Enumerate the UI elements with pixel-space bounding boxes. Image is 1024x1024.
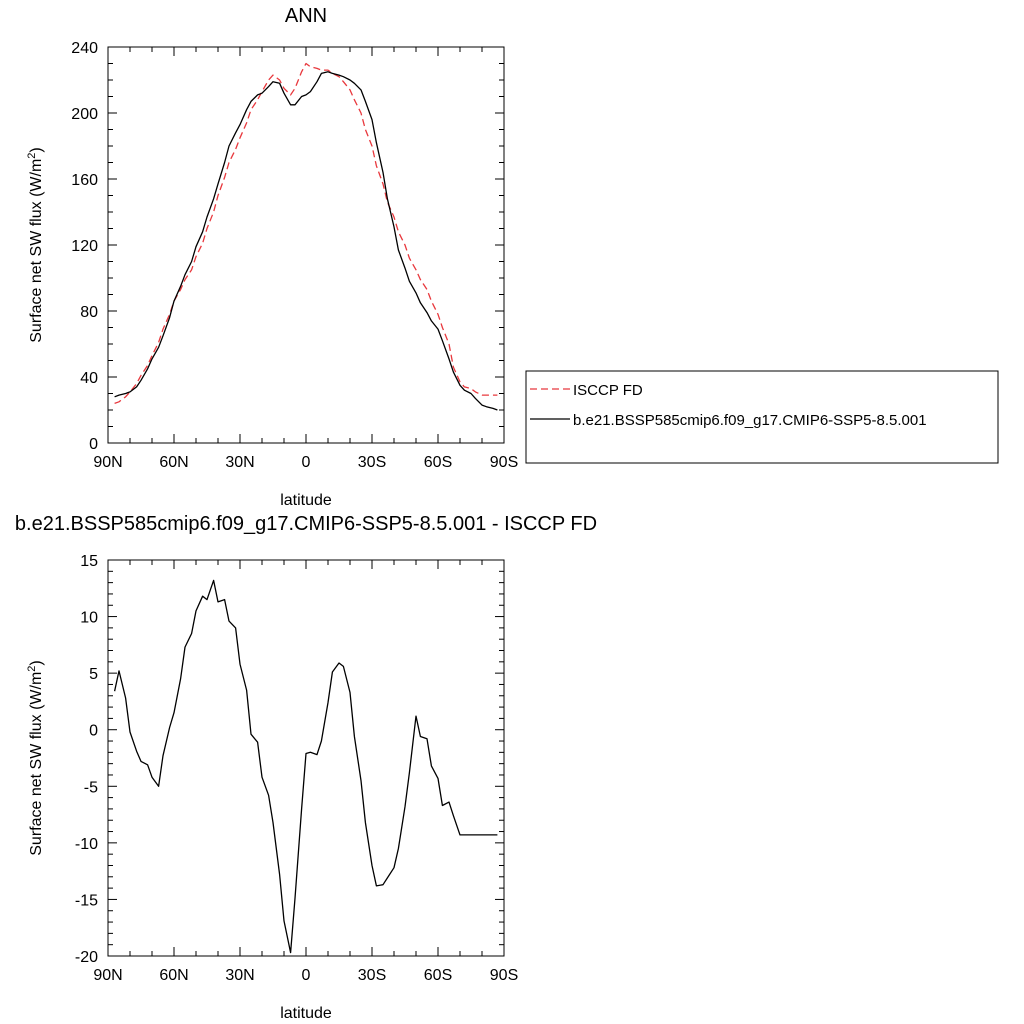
top-y-axis-label: Surface net SW flux (W/m2) bbox=[26, 147, 45, 343]
bottom-panel: b.e21.BSSP585cmip6.f09_g17.CMIP6-SSP5-8.… bbox=[15, 513, 597, 1022]
bottom-y-axis-label-sup: 2 bbox=[26, 666, 38, 672]
top-ytick-label: 80 bbox=[80, 304, 98, 321]
top-ytick-label: 40 bbox=[80, 370, 98, 387]
bottom-ytick-label: 10 bbox=[80, 610, 98, 627]
top-ytick-label: 240 bbox=[71, 40, 98, 57]
top-panel: ANN 90N 60N 30N 0 30S 60S 90S 0 40 80 120 160 200 24… bbox=[26, 5, 518, 509]
bottom-ytick-label: -5 bbox=[84, 779, 98, 796]
top-ytick-label: 160 bbox=[71, 172, 98, 189]
legend: ISCCP FD b.e21.BSSP585cmip6.f09_g17.CMIP… bbox=[525, 370, 999, 464]
top-xtick-label: 0 bbox=[302, 454, 311, 471]
top-series-line-1 bbox=[114, 71, 498, 411]
bottom-ytick-label: -10 bbox=[75, 836, 98, 853]
bottom-panel-title: b.e21.BSSP585cmip6.f09_g17.CMIP6-SSP5-8.… bbox=[15, 513, 597, 535]
top-xtick-label: 60N bbox=[159, 454, 188, 471]
legend-label-model: b.e21.BSSP585cmip6.f09_g17.CMIP6-SSP5-8.… bbox=[573, 412, 927, 429]
top-panel-title: ANN bbox=[285, 5, 327, 27]
bottom-series-layer bbox=[113, 579, 498, 954]
bottom-xtick-label: 30S bbox=[358, 967, 386, 984]
top-tick-marks bbox=[107, 46, 505, 444]
bottom-y-axis-label: Surface net SW flux (W/m2) bbox=[26, 660, 45, 856]
bottom-xtick-label: 30N bbox=[225, 967, 254, 984]
bottom-xtick-label: 90N bbox=[93, 967, 122, 984]
bottom-xtick-label: 60S bbox=[424, 967, 452, 984]
top-y-axis-label-sup: 2 bbox=[26, 153, 38, 159]
top-series-layer bbox=[114, 62, 498, 411]
top-plot-frame bbox=[107, 46, 505, 444]
bottom-ytick-label: 5 bbox=[89, 666, 98, 683]
top-xtick-label: 30S bbox=[358, 454, 386, 471]
bottom-tick-marks bbox=[107, 559, 505, 957]
top-x-axis-label: latitude bbox=[280, 492, 332, 509]
top-xtick-label: 60S bbox=[424, 454, 452, 471]
top-y-tick-labels: 0 40 80 120 160 200 240 bbox=[71, 40, 98, 453]
bottom-series-line-0 bbox=[113, 579, 498, 954]
top-xtick-label: 90N bbox=[93, 454, 122, 471]
top-y-axis-label-main: Surface net SW flux (W/m bbox=[28, 159, 45, 343]
top-ytick-label: 0 bbox=[89, 436, 98, 453]
top-y-axis-label-end: ) bbox=[28, 147, 45, 152]
bottom-y-axis-label-main: Surface net SW flux (W/m bbox=[28, 672, 45, 856]
bottom-ytick-label: -20 bbox=[75, 949, 98, 966]
top-xtick-label: 30N bbox=[225, 454, 254, 471]
bottom-x-axis-label: latitude bbox=[280, 1005, 332, 1022]
bottom-x-tick-labels: 90N 60N 30N 0 30S 60S 90S bbox=[93, 967, 518, 984]
bottom-xtick-label: 60N bbox=[159, 967, 188, 984]
top-series-line-0 bbox=[114, 62, 498, 405]
bottom-y-tick-labels: -20 -15 -10 -5 0 5 10 15 bbox=[75, 553, 98, 966]
top-ytick-label: 200 bbox=[71, 106, 98, 123]
bottom-y-axis-label-end: ) bbox=[28, 660, 45, 665]
legend-label-isccp: ISCCP FD bbox=[573, 382, 643, 399]
top-ytick-label: 120 bbox=[71, 238, 98, 255]
top-xtick-label: 90S bbox=[490, 454, 518, 471]
bottom-xtick-label: 0 bbox=[302, 967, 311, 984]
legend-box bbox=[525, 370, 999, 464]
bottom-ytick-label: -15 bbox=[75, 892, 98, 909]
bottom-xtick-label: 90S bbox=[490, 967, 518, 984]
bottom-ytick-label: 0 bbox=[89, 723, 98, 740]
top-x-tick-labels: 90N 60N 30N 0 30S 60S 90S bbox=[93, 454, 518, 471]
bottom-ytick-label: 15 bbox=[80, 553, 98, 570]
